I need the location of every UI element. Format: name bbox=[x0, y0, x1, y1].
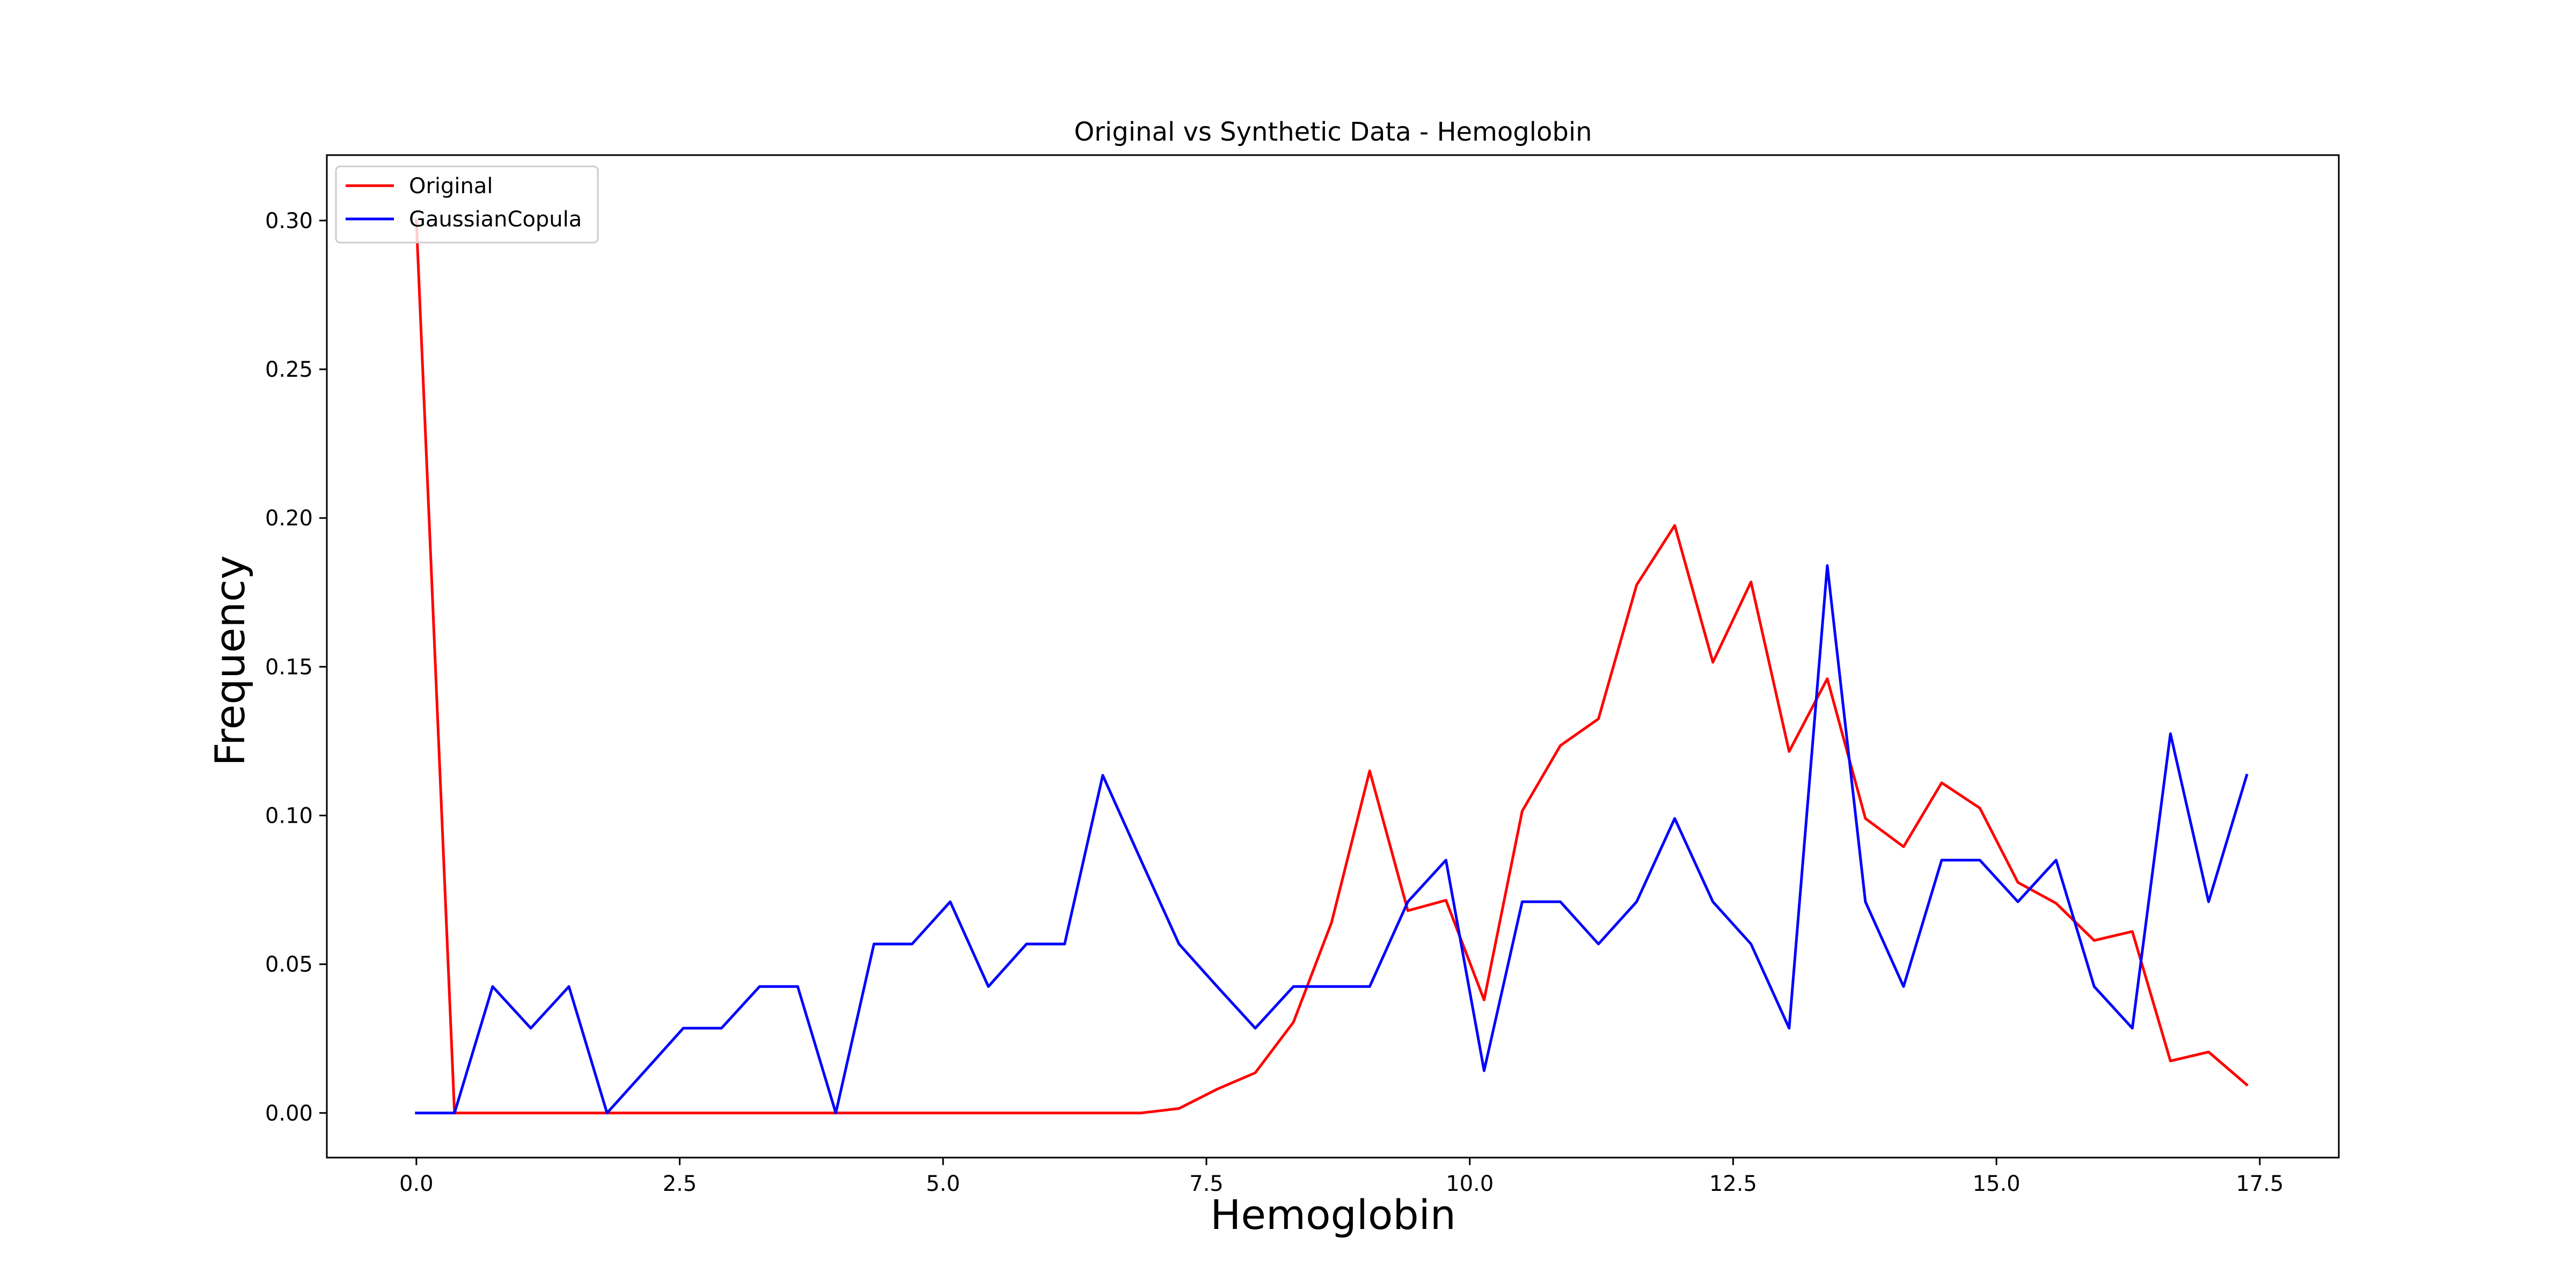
legend-label-gaussiancopula: GaussianCopula bbox=[409, 207, 582, 232]
x-axis-label: Hemoglobin bbox=[1210, 1191, 1456, 1239]
y-tick-label: 0.25 bbox=[265, 357, 313, 382]
legend-label-original: Original bbox=[409, 174, 493, 199]
chart-title: Original vs Synthetic Data - Hemoglobin bbox=[1074, 117, 1592, 147]
y-tick-label: 0.30 bbox=[265, 209, 313, 233]
y-axis: 0.00 0.05 0.10 0.15 0.20 0.25 0.30 bbox=[265, 209, 327, 1126]
x-tick-label: 12.5 bbox=[1709, 1172, 1757, 1196]
x-tick-label: 7.5 bbox=[1189, 1172, 1224, 1196]
series-line-gaussiancopula bbox=[415, 564, 2249, 1115]
x-tick-label: 15.0 bbox=[1973, 1172, 2021, 1196]
legend: Original GaussianCopula bbox=[335, 165, 599, 244]
series-group bbox=[415, 219, 2249, 1115]
plot-area bbox=[326, 154, 2340, 1159]
x-tick-label: 5.0 bbox=[926, 1172, 960, 1196]
legend-box bbox=[335, 165, 599, 244]
y-tick-label: 0.15 bbox=[265, 655, 313, 679]
x-tick-label: 2.5 bbox=[663, 1172, 697, 1196]
plot-frame bbox=[326, 154, 2340, 1159]
y-tick-label: 0.05 bbox=[265, 953, 313, 977]
series-line-original bbox=[415, 219, 2249, 1115]
y-tick-label: 0.00 bbox=[265, 1101, 313, 1126]
y-axis-label: Frequency bbox=[206, 555, 254, 766]
x-tick-label: 17.5 bbox=[2236, 1172, 2284, 1196]
y-tick-label: 0.10 bbox=[265, 804, 313, 829]
x-tick-label: 0.0 bbox=[399, 1172, 434, 1196]
y-tick-label: 0.20 bbox=[265, 506, 313, 531]
x-tick-label: 10.0 bbox=[1446, 1172, 1494, 1196]
x-axis: 0.0 2.5 5.0 7.5 10.0 12.5 15.0 17.5 bbox=[399, 1158, 2284, 1196]
